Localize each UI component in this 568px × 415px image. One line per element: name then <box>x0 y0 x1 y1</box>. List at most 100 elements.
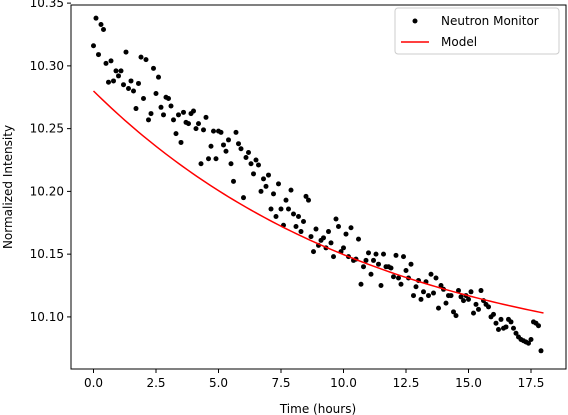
data-point <box>373 251 379 257</box>
legend-marker-neutron-monitor <box>412 18 418 24</box>
data-point <box>218 129 224 135</box>
data-point <box>121 82 126 88</box>
y-tick-label: 10.20 <box>30 184 64 198</box>
data-point <box>213 156 219 162</box>
data-point <box>306 197 311 203</box>
data-point <box>248 161 254 167</box>
data-point <box>161 112 166 118</box>
data-point <box>401 254 406 260</box>
y-tick-label: 10.30 <box>30 59 64 73</box>
data-point <box>176 112 181 118</box>
data-point <box>141 96 146 102</box>
data-point <box>201 127 206 133</box>
data-point <box>371 257 376 263</box>
data-point <box>251 171 256 177</box>
data-point <box>173 131 179 137</box>
data-point <box>331 254 336 260</box>
data-point <box>291 211 296 217</box>
x-tick-label: 10.0 <box>330 376 357 390</box>
data-point <box>456 288 461 294</box>
data-point <box>271 191 276 197</box>
data-point <box>268 206 274 212</box>
data-point <box>133 106 139 112</box>
data-point <box>486 304 491 310</box>
data-point <box>508 319 514 325</box>
data-point <box>473 301 479 307</box>
x-axis-label: Time (hours) <box>279 402 356 415</box>
data-point <box>203 114 209 120</box>
data-point <box>93 15 99 21</box>
data-point <box>503 324 509 330</box>
data-point <box>426 293 431 299</box>
data-point <box>223 148 229 154</box>
data-point <box>421 289 426 295</box>
data-point <box>298 229 304 235</box>
y-tick-label: 10.35 <box>30 0 64 10</box>
x-axis-ticks: 0.0 2.5 5.0 7.5 10.0 12.5 15.0 17.5 <box>84 369 544 390</box>
data-point <box>393 252 399 258</box>
data-point <box>378 283 384 289</box>
data-point <box>256 162 261 168</box>
data-point <box>313 226 319 232</box>
data-point <box>231 178 236 184</box>
data-point <box>411 293 416 299</box>
data-point <box>191 108 196 114</box>
data-point <box>151 65 156 71</box>
data-point <box>308 234 314 240</box>
data-point <box>388 265 394 271</box>
data-point <box>146 117 151 123</box>
data-point <box>148 111 154 117</box>
data-point <box>238 146 244 152</box>
data-point <box>253 157 259 163</box>
data-point <box>466 296 471 302</box>
data-point <box>101 26 106 32</box>
data-point <box>433 275 439 281</box>
data-point <box>303 193 309 199</box>
data-point <box>156 74 161 80</box>
data-point <box>128 78 134 84</box>
data-point <box>206 156 211 162</box>
legend-box <box>394 7 560 55</box>
y-tick-label: 10.25 <box>30 122 64 136</box>
data-point <box>193 126 199 132</box>
data-point <box>106 79 111 85</box>
data-point <box>241 195 246 201</box>
data-point <box>528 337 534 342</box>
data-point <box>336 224 341 230</box>
data-point <box>196 121 201 127</box>
y-axis-label: Normalized Intensity <box>1 125 15 249</box>
data-point <box>511 325 516 331</box>
x-tick-label: 15.0 <box>455 376 482 390</box>
data-point <box>273 214 279 219</box>
data-point <box>276 181 281 187</box>
data-point <box>448 293 454 299</box>
data-point <box>326 229 331 235</box>
data-point <box>208 143 214 149</box>
data-point <box>226 137 231 143</box>
x-tick-label: 0.0 <box>84 376 103 390</box>
data-point <box>328 240 334 246</box>
x-tick-label: 12.5 <box>393 376 420 390</box>
data-point <box>438 283 444 289</box>
data-point <box>513 330 519 336</box>
data-point <box>261 176 266 182</box>
data-point <box>113 68 119 74</box>
data-point <box>138 54 144 60</box>
x-tick-label: 2.5 <box>146 376 165 390</box>
data-point <box>451 309 456 315</box>
data-point <box>341 245 346 251</box>
data-point <box>91 43 96 49</box>
data-point <box>246 149 251 155</box>
data-point <box>103 60 109 66</box>
data-point <box>158 104 164 110</box>
data-point <box>228 161 234 167</box>
x-tick-label: 5.0 <box>209 376 228 390</box>
data-point <box>381 251 386 257</box>
data-point <box>211 128 216 134</box>
data-point <box>293 224 299 230</box>
data-point <box>168 103 174 109</box>
data-point <box>233 129 239 135</box>
data-point <box>258 188 264 194</box>
data-point <box>286 206 291 212</box>
